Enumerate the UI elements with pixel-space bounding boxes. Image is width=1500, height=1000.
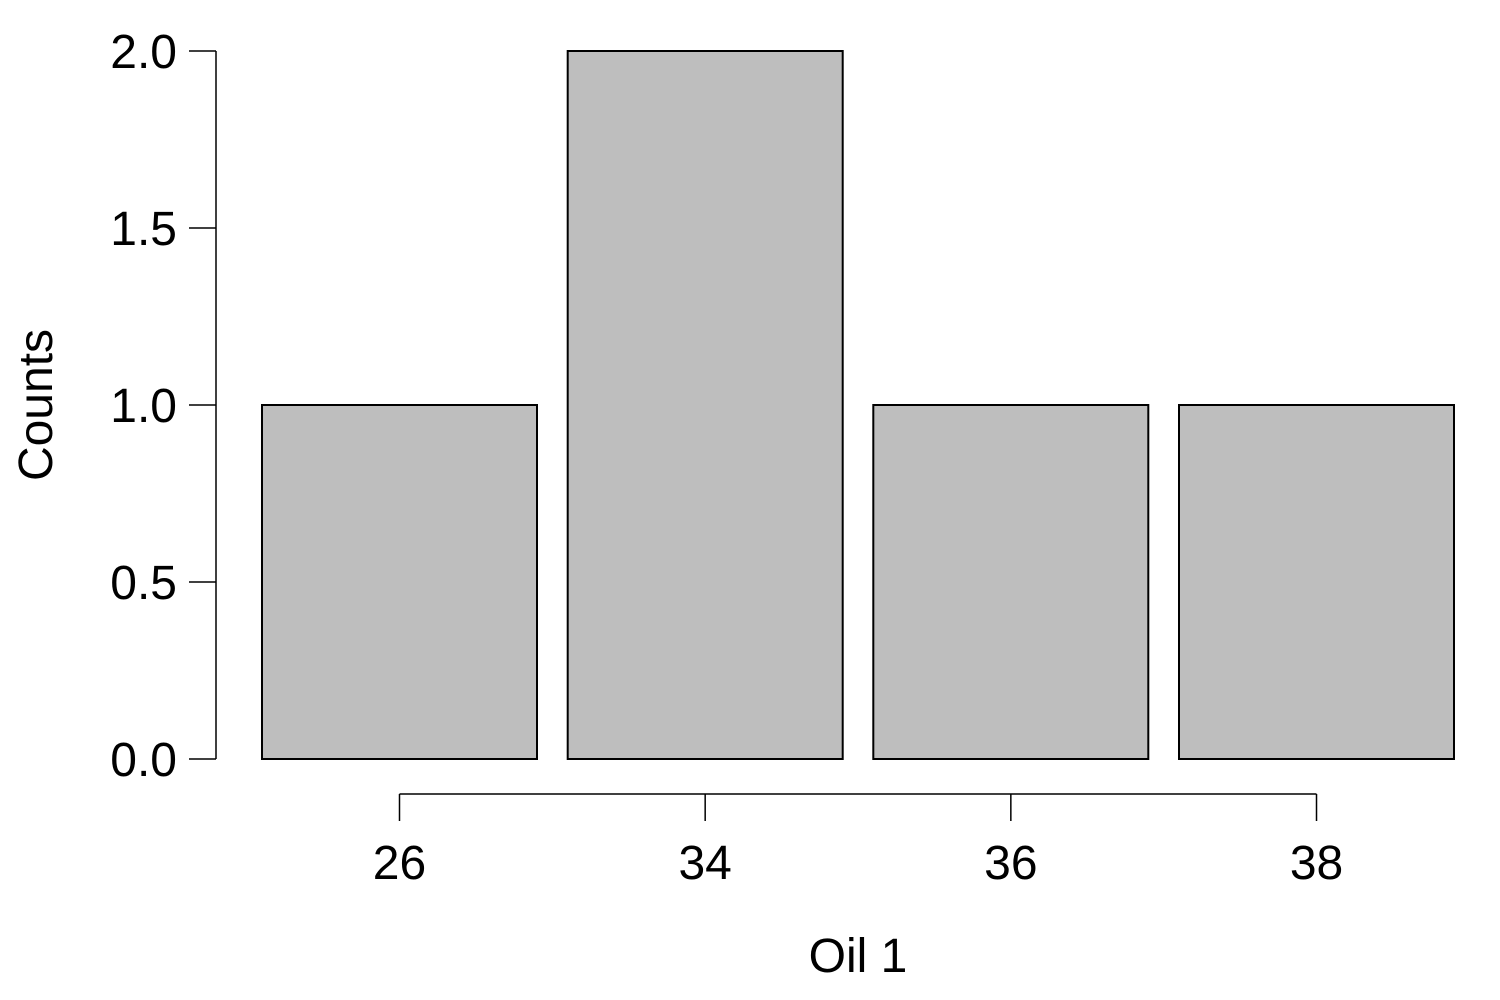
x-tick-label-38: 38 [1290,837,1343,890]
y-tick-label-1.5: 1.5 [110,203,177,256]
x-axis-title: Oil 1 [809,930,908,983]
bar-26 [261,404,538,760]
y-tick-label-0.0: 0.0 [110,734,177,787]
y-axis-title: Counts [10,329,63,481]
y-tick-label-1.0: 1.0 [110,380,177,433]
x-axis: 26 34 36 38 [373,793,1343,890]
y-tick-label-2.0: 2.0 [110,26,177,79]
bar-38 [1178,404,1455,760]
bar-34 [566,50,844,760]
y-axis: 0.0 0.5 1.0 1.5 2.0 [110,26,217,787]
x-tick-label-26: 26 [373,837,426,890]
y-tick-label-0.5: 0.5 [110,557,177,610]
x-tick-label-36: 36 [984,837,1037,890]
plot-area [261,50,1455,760]
x-tick-label-34: 34 [678,837,731,890]
bar-36 [872,404,1150,760]
